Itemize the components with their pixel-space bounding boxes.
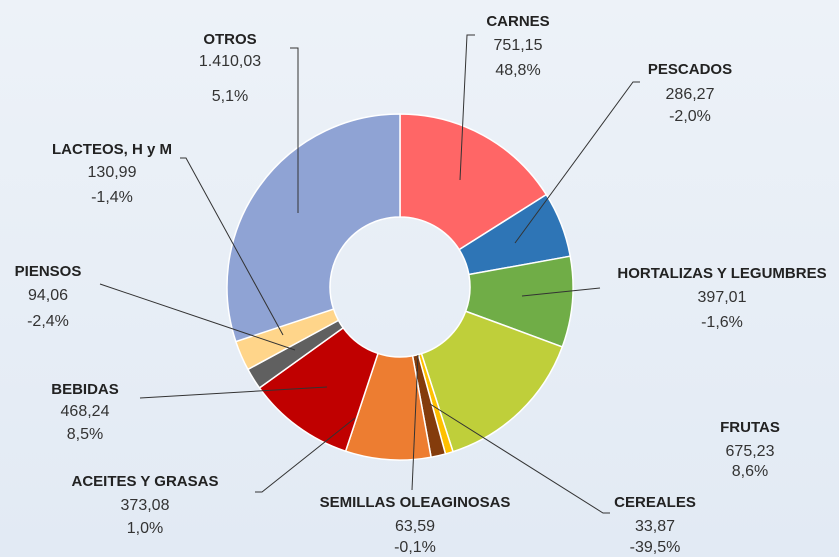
- leader-line: [521, 287, 601, 297]
- category-label: HORTALIZAS Y LEGUMBRES: [617, 265, 826, 282]
- change-label: 1,0%: [127, 520, 163, 537]
- category-label: BEBIDAS: [51, 381, 119, 398]
- leader-line: [290, 47, 299, 213]
- leader-line: [411, 354, 419, 491]
- value-label: 675,23: [726, 443, 775, 460]
- value-label: 1.410,03: [199, 53, 261, 70]
- leader-line: [139, 386, 328, 399]
- change-label: -0,1%: [394, 539, 436, 556]
- donut-slice: [399, 113, 548, 251]
- change-label: -2,4%: [27, 313, 69, 330]
- value-label: 373,08: [121, 497, 170, 514]
- leader-line: [180, 157, 284, 336]
- change-label: 5,1%: [212, 88, 248, 105]
- change-label: -1,6%: [701, 314, 743, 331]
- value-label: 130,99: [88, 164, 137, 181]
- leader-line: [429, 403, 610, 514]
- value-label: 397,01: [698, 289, 747, 306]
- category-label: LACTEOS, H y M: [52, 141, 172, 158]
- value-label: 94,06: [28, 287, 68, 304]
- category-label: ACEITES Y GRASAS: [72, 473, 219, 490]
- value-label: 286,27: [666, 86, 715, 103]
- change-label: 8,6%: [732, 463, 768, 480]
- category-label: OTROS: [203, 31, 256, 48]
- category-label: CEREALES: [614, 494, 696, 511]
- donut-slice: [420, 310, 564, 453]
- change-label: 48,8%: [495, 62, 540, 79]
- value-label: 751,15: [494, 37, 543, 54]
- category-label: CARNES: [486, 13, 549, 30]
- category-label: PIENSOS: [15, 263, 82, 280]
- change-label: -2,0%: [669, 108, 711, 125]
- value-label: 33,87: [635, 518, 675, 535]
- category-label: FRUTAS: [720, 419, 780, 436]
- value-label: 468,24: [61, 403, 110, 420]
- change-label: -39,5%: [630, 539, 681, 556]
- donut-slice: [226, 113, 401, 343]
- value-label: 63,59: [395, 518, 435, 535]
- leader-line: [99, 283, 296, 351]
- leader-line: [459, 34, 475, 181]
- change-label: 8,5%: [67, 426, 103, 443]
- change-label: -1,4%: [91, 189, 133, 206]
- category-label: SEMILLAS OLEAGINOSAS: [320, 494, 511, 511]
- leader-line: [255, 417, 356, 493]
- leader-line: [514, 81, 640, 244]
- category-label: PESCADOS: [648, 61, 732, 78]
